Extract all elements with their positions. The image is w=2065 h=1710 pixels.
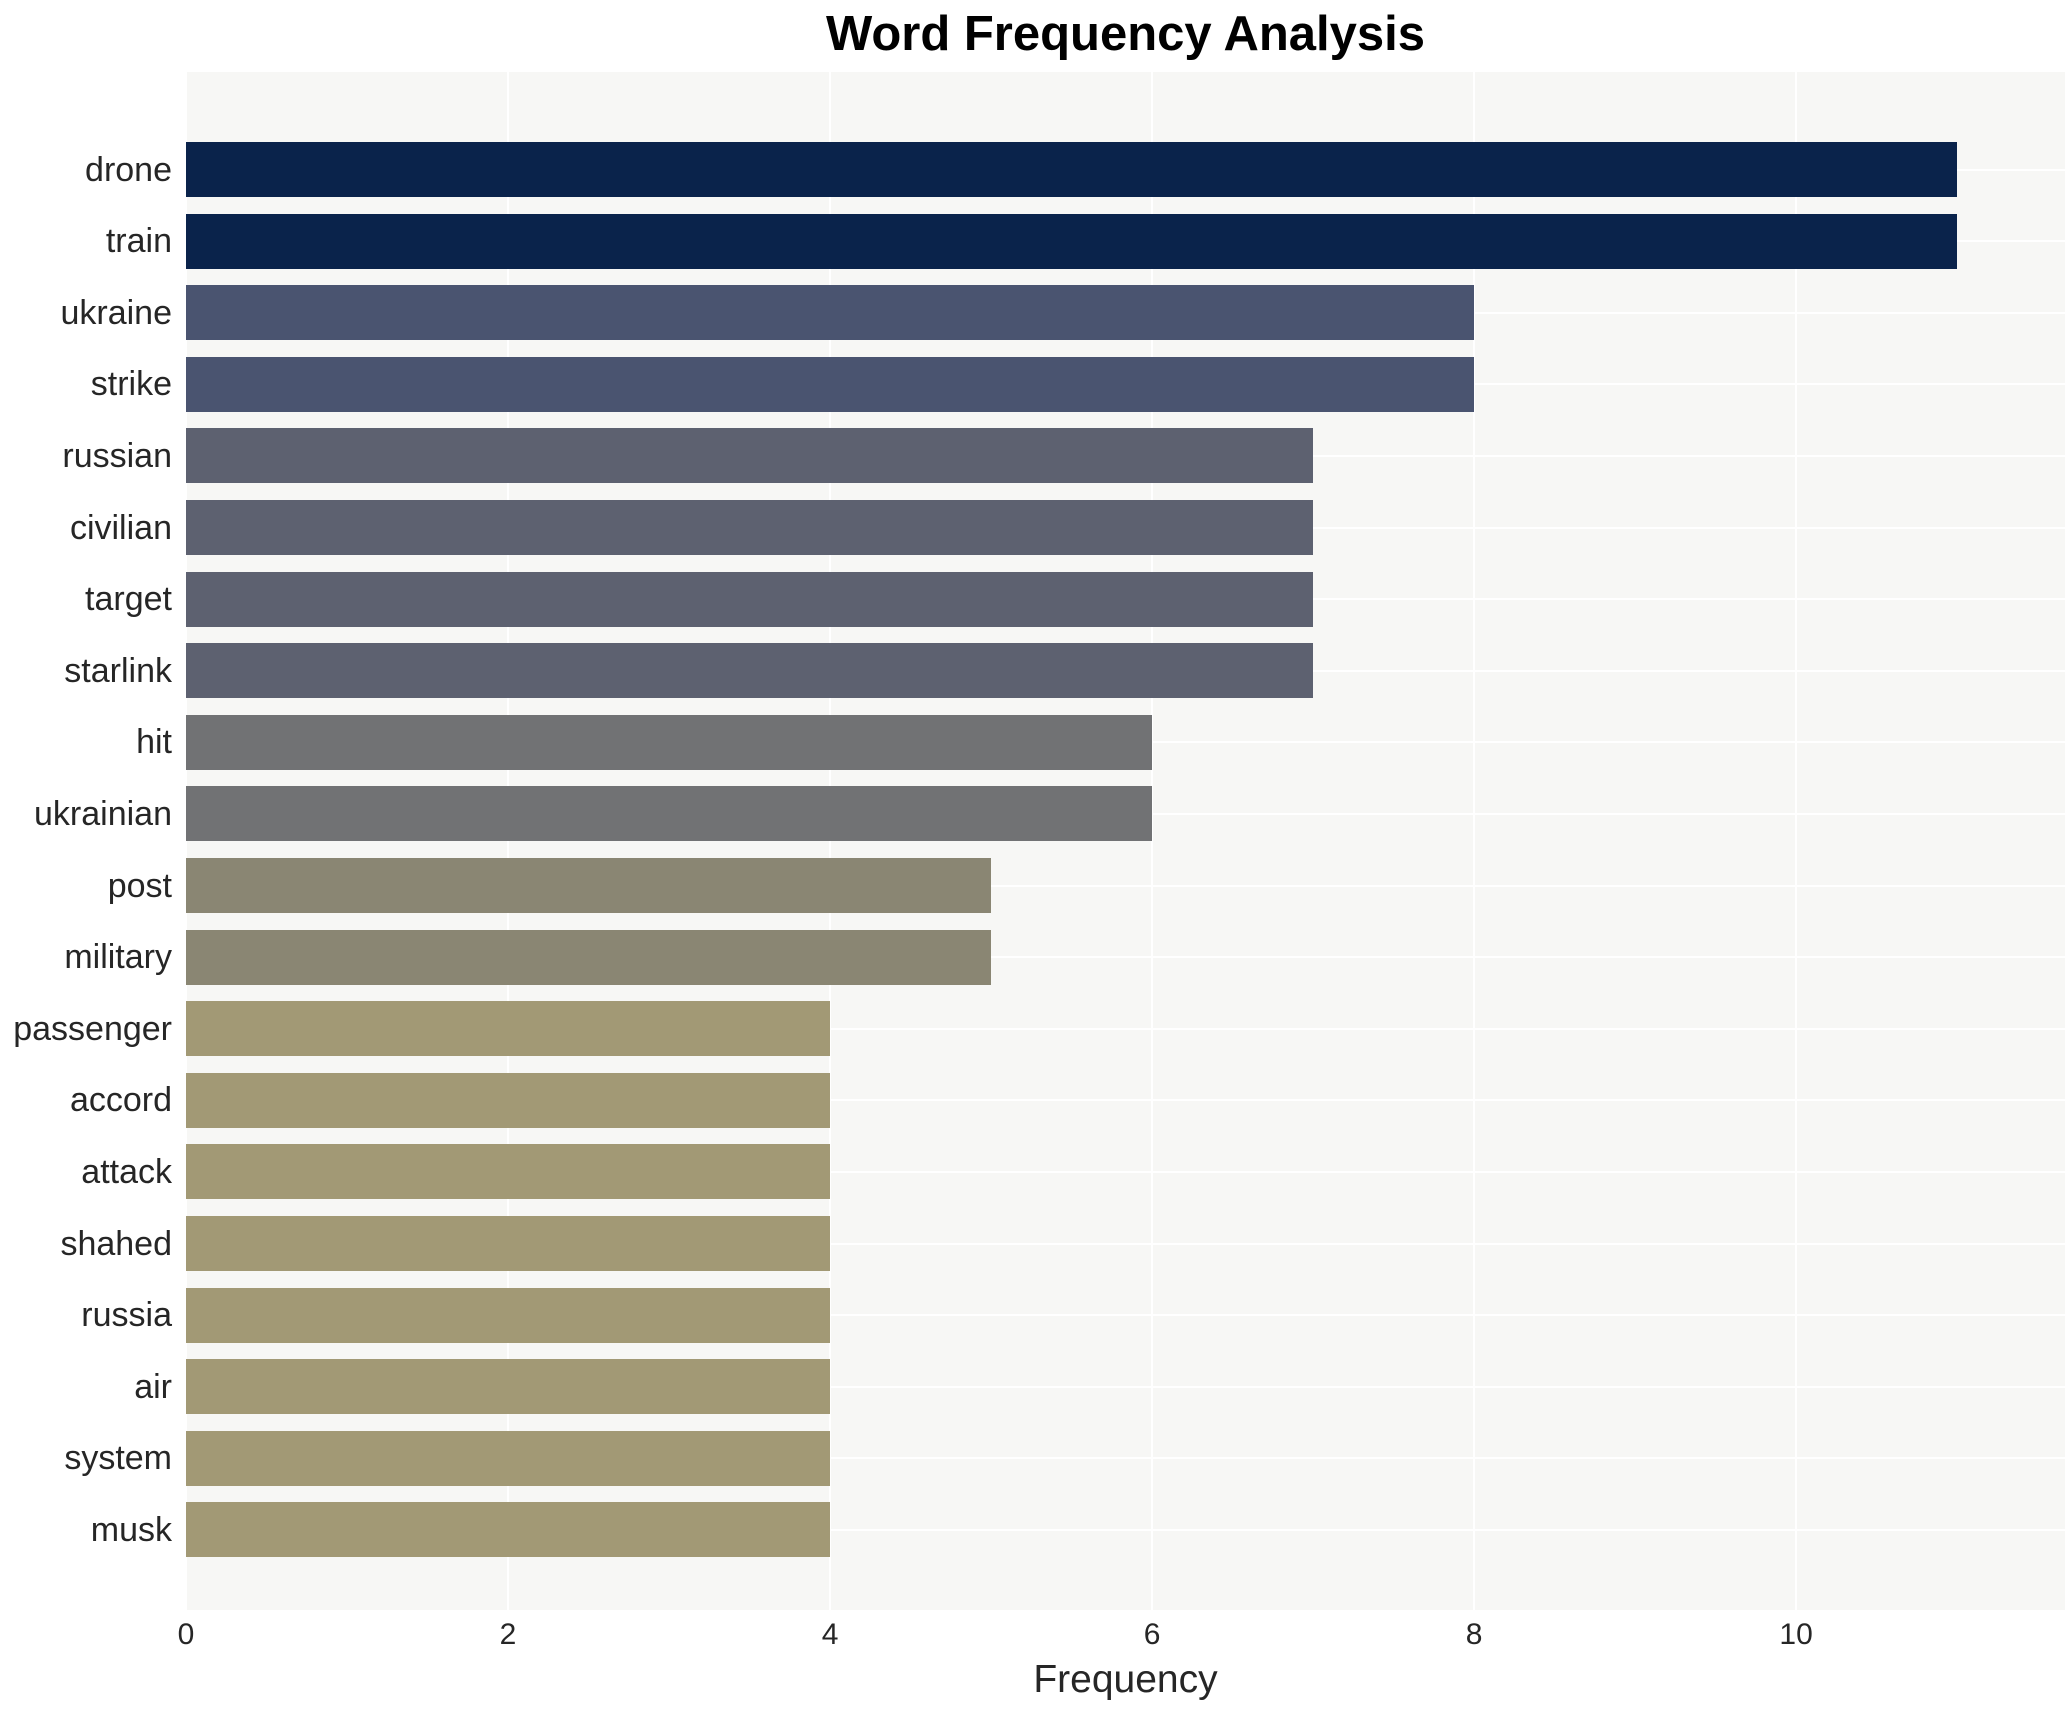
y-tick-label-train: train [105,222,172,261]
y-tick-label-starlink: starlink [64,651,172,690]
x-tick-label-6: 6 [1143,1618,1161,1651]
y-tick-label-russia: russia [81,1296,172,1335]
bar-accord [186,1072,831,1128]
x-tick-label-2: 2 [499,1618,517,1651]
gridline-x-8 [1473,72,1476,1610]
bar-target [186,571,1314,627]
y-tick-label-ukrainian: ukrainian [34,794,172,833]
bar-starlink [186,643,1314,699]
y-tick-label-target: target [85,580,172,619]
gridline-y-system [186,1457,2065,1460]
bar-attack [186,1144,831,1200]
y-tick-label-air: air [134,1367,172,1406]
bar-ukrainian [186,786,1153,842]
gridline-y-passenger [186,1027,2065,1030]
gridline-y-musk [186,1528,2065,1531]
bar-system [186,1430,831,1486]
y-tick-label-hit: hit [136,723,172,762]
bar-civilian [186,500,1314,555]
x-axis-label: Frequency [1033,1658,1218,1701]
bar-air [186,1359,831,1415]
gridline-y-attack [186,1170,2065,1173]
gridline-y-post [186,884,2065,887]
y-tick-label-drone: drone [85,150,172,189]
x-tick-label-8: 8 [1465,1618,1483,1651]
plot-area [185,72,2065,1610]
x-tick-label-4: 4 [821,1618,839,1651]
bar-russia [186,1287,831,1343]
bar-shahed [186,1216,831,1271]
x-tick-label-0: 0 [177,1618,195,1651]
y-tick-label-ukraine: ukraine [60,293,172,332]
y-tick-label-civilian: civilian [69,508,172,547]
bar-hit [186,714,1153,770]
bar-military [186,929,992,985]
y-tick-label-accord: accord [69,1081,172,1120]
bar-passenger [186,1001,831,1057]
gridline-y-military [186,956,2065,959]
bar-train [186,213,1958,269]
gridline-x-10 [1795,72,1798,1610]
gridline-y-air [186,1385,2065,1388]
x-tick-label-10: 10 [1779,1618,1813,1651]
y-tick-label-russian: russian [62,436,172,475]
gridline-y-shahed [186,1242,2065,1245]
bar-russian [186,428,1314,484]
y-tick-label-passenger: passenger [13,1009,172,1048]
y-tick-label-post: post [107,866,172,905]
chart-title: Word Frequency Analysis [825,7,1426,61]
y-tick-label-attack: attack [81,1152,172,1191]
y-tick-label-shahed: shahed [60,1224,172,1263]
bar-ukraine [186,285,1475,341]
y-tick-label-musk: musk [90,1510,172,1549]
gridline-y-russia [186,1314,2065,1317]
bar-drone [186,142,1958,197]
gridline-y-accord [186,1099,2065,1102]
gridline-x-6 [1151,72,1154,1610]
y-tick-label-strike: strike [90,365,172,404]
y-tick-label-system: system [64,1439,172,1478]
bar-musk [186,1502,831,1558]
bar-strike [186,356,1475,412]
bar-post [186,858,992,913]
y-tick-label-military: military [64,938,172,977]
